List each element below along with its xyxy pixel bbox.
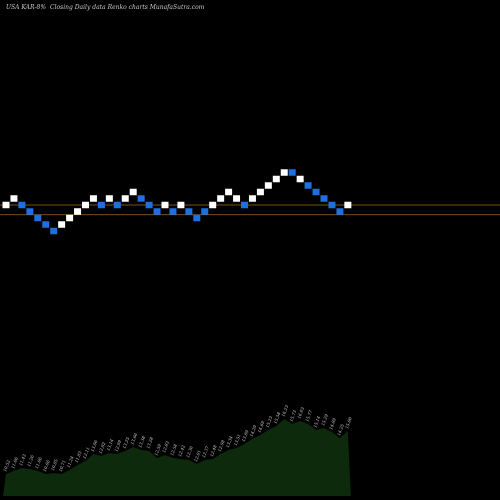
chart-title: Closing Daily data Renko charts MunafaSu… [50, 4, 205, 11]
renko-brick [201, 208, 209, 215]
renko-brick [82, 201, 89, 209]
volume-label: 11.24 [66, 455, 75, 468]
renko-brick [113, 201, 121, 209]
volume-label: 12.99 [114, 439, 123, 452]
volume-label: 10.71 [58, 459, 67, 472]
renko-brick [121, 195, 129, 202]
renko-brick [320, 195, 328, 202]
volume-label: 13.51 [233, 433, 242, 446]
renko-brick [66, 214, 74, 222]
renko-brick [256, 188, 264, 196]
renko-brick [185, 208, 193, 215]
renko-brick [296, 175, 304, 183]
symbol-label: USA KAR-8% [6, 4, 46, 11]
volume-label: 11.06 [34, 456, 43, 469]
volume-label: 12.11 [82, 446, 91, 459]
renko-brick [137, 195, 145, 202]
volume-label: 13.66 [129, 432, 138, 445]
volume-label: 15.58 [273, 411, 282, 424]
renko-brick [225, 188, 233, 196]
volume-label: 12.36 [185, 445, 194, 458]
renko-brick [50, 227, 58, 235]
renko-brick [129, 188, 137, 196]
renko-brick [10, 195, 18, 202]
volume-label: 14.25 [336, 423, 345, 436]
volume-label: 14.89 [328, 417, 337, 430]
volume-label: 12.37 [201, 445, 210, 458]
renko-brick [288, 169, 296, 176]
volume-label: 12.58 [169, 443, 178, 456]
renko-brick [312, 188, 320, 196]
volume-label: 15.29 [320, 413, 329, 426]
volume-label: 11.83 [74, 450, 83, 463]
renko-brick [169, 208, 177, 215]
volume-label: 15.77 [304, 409, 313, 422]
volume-label: 13.06 [90, 439, 99, 452]
renko-brick [89, 195, 97, 202]
volume-label: 12.01 [193, 449, 202, 462]
volume-label: 13.25 [121, 436, 130, 449]
renko-bricks [2, 169, 352, 235]
volume-area [3, 419, 351, 496]
volume-panel: 10.52 11.06 11.43 11.26 11.06 10.66 10.85 10.71… [2, 404, 353, 496]
renko-brick [161, 201, 169, 209]
volume-label: 15.23 [265, 415, 274, 428]
volume-label: 12.59 [153, 443, 162, 456]
renko-brick [280, 169, 288, 176]
renko-brick [2, 201, 10, 209]
volume-label: 15.14 [312, 415, 321, 428]
renko-brick [217, 195, 225, 202]
renko-brick [233, 195, 241, 202]
renko-brick [34, 214, 42, 222]
volume-label: 13.14 [106, 438, 115, 451]
volume-label: 13.38 [137, 435, 146, 448]
volume-label: 11.06 [10, 456, 19, 469]
volume-label: 14.69 [257, 420, 266, 433]
renko-brick [153, 208, 161, 215]
volume-label: 13.34 [225, 435, 234, 448]
renko-brick [177, 201, 185, 209]
volume-label: 12.98 [217, 439, 226, 452]
renko-brick [74, 208, 82, 215]
volume-label: 15.73 [288, 409, 297, 422]
renko-brick [241, 201, 248, 209]
volume-label: 16.03 [296, 406, 305, 419]
renko-brick [336, 208, 344, 215]
renko-brick [272, 175, 280, 183]
volume-label: 14.29 [249, 424, 258, 437]
renko-brick [328, 201, 336, 209]
renko-brick [344, 201, 352, 209]
renko-brick [209, 201, 217, 209]
volume-label: 10.66 [42, 459, 51, 472]
renko-brick [42, 221, 50, 228]
volume-label: 12.82 [98, 441, 107, 454]
volume-label: 11.26 [26, 454, 35, 467]
volume-label: 12.48 [209, 444, 218, 457]
renko-brick [26, 208, 34, 215]
renko-brick [58, 221, 66, 228]
volume-label: 15.00 [344, 416, 353, 429]
volume-label: 12.83 [161, 440, 170, 453]
volume-label: 13.89 [241, 429, 250, 442]
renko-brick [248, 195, 256, 202]
renko-brick [193, 214, 201, 222]
volume-label: 10.85 [50, 458, 59, 471]
renko-brick [145, 201, 153, 209]
volume-label: 16.23 [280, 404, 289, 417]
volume-label: 10.52 [2, 459, 11, 472]
volume-label: 11.43 [18, 453, 27, 466]
renko-brick [105, 195, 113, 202]
renko-brick [304, 182, 312, 189]
renko-brick [264, 182, 272, 189]
volume-label: 12.42 [177, 444, 186, 457]
renko-brick [18, 201, 26, 209]
volume-label: 13.28 [145, 436, 154, 449]
renko-brick [97, 201, 105, 209]
